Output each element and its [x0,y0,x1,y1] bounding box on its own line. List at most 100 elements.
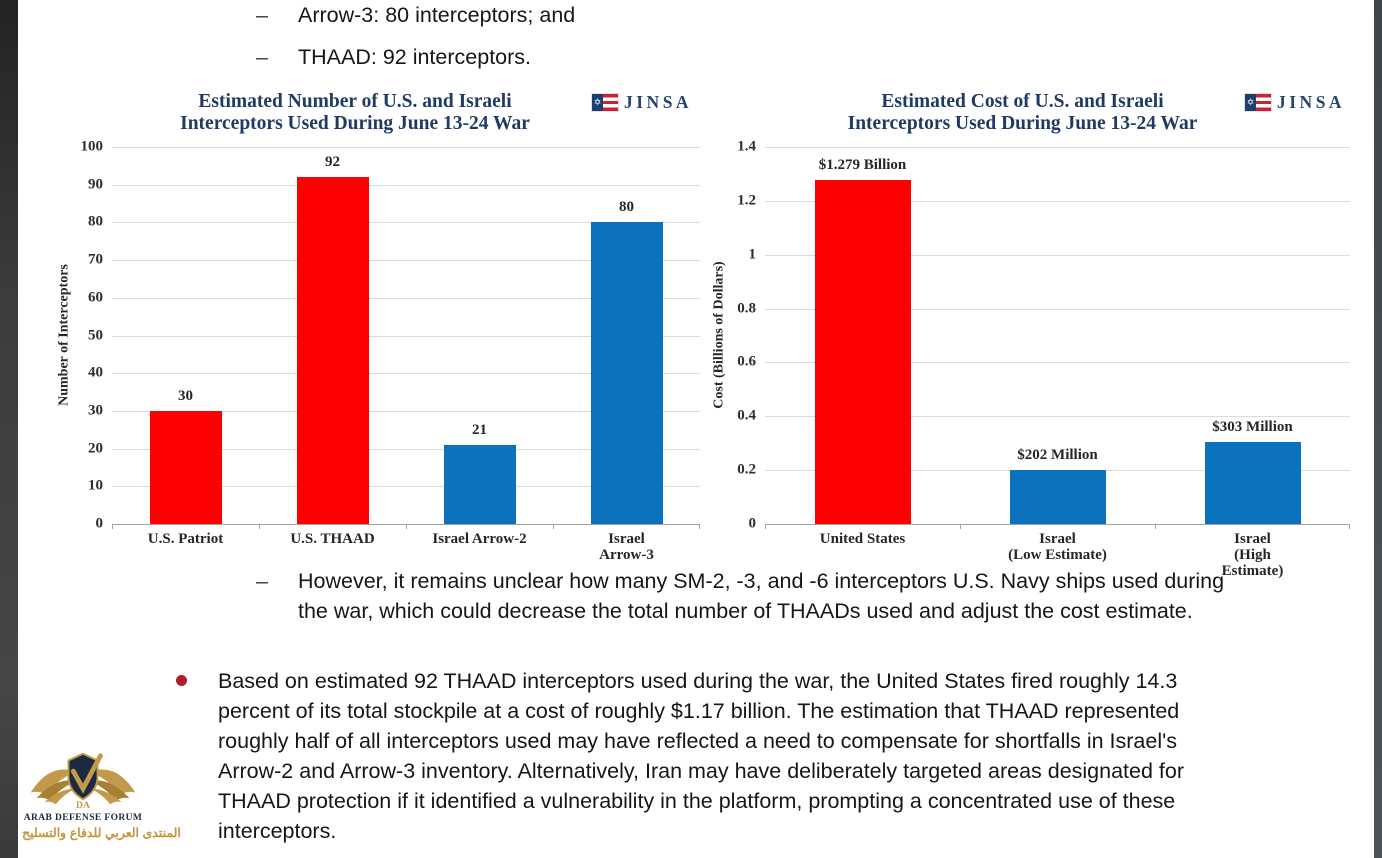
y-tick-label: 30 [88,402,103,419]
y-tick-label: 90 [88,176,103,193]
y-tick-label: 10 [88,477,103,494]
y-tick-label: 1.4 [737,138,756,155]
bar-israel-arrow-2 [444,445,516,524]
bar-israel [1010,470,1106,524]
dash-bullet-marker: – [256,569,268,593]
x-category-label: U.S. Patriot [147,531,224,547]
jinsa-logo: ✡ JINSA [1245,92,1345,113]
gridline [112,335,700,337]
bullet-text: Arrow-3: 80 interceptors; and [298,3,576,27]
gridline [765,308,1350,310]
gridline [765,147,1350,148]
gridline [112,448,700,450]
star-of-david-icon: ✡ [592,94,603,111]
y-tick-label: 0.4 [737,407,756,424]
y-tick-label: 100 [80,138,104,155]
x-axis-tick [406,524,407,529]
x-axis-tick [699,524,700,529]
main-bullet-paragraph: Based on estimated 92 THAAD interceptors… [176,666,1242,846]
x-axis-tick [553,524,554,529]
red-bullet-marker [176,666,218,846]
plot-area: 0 10 20 30 40 50 60 70 80 90 100 30 U.S. Patriot 92 U.… [81,139,700,563]
gridline [765,416,1350,418]
y-tick-label: 60 [88,289,103,306]
y-tick-label: 0 [748,515,757,532]
star-of-david-icon: ✡ [1245,94,1256,111]
y-tick-label: 50 [88,327,103,343]
dash-bullet-marker: – [256,45,268,69]
x-category-label: United States [819,531,906,547]
gridline [765,200,1350,202]
y-axis-label: Number of Interceptors [56,264,71,406]
viewer-right-edge [1374,0,1382,858]
x-axis-tick [1155,524,1156,529]
jinsa-logo: ✡ JINSA [592,92,692,113]
list-item: – Arrow-3: 80 interceptors; and [256,3,575,27]
bar-u-s-thaad [297,177,369,524]
y-tick-label: 0 [95,515,104,532]
y-tick-label: 1.2 [737,192,756,209]
bar-value-label: 21 [472,422,487,438]
bar-value-label: $1.279 Billion [818,157,907,173]
bar-value-label: 92 [325,154,340,170]
jinsa-wordmark: JINSA [624,92,693,112]
gridline [112,297,700,299]
gridline [112,260,700,262]
gridline [112,373,700,375]
bar-value-label: 80 [619,199,634,215]
x-axis-tick [765,524,766,529]
bullet-text: THAAD: 92 interceptors. [298,45,532,69]
x-axis-tick [960,524,961,529]
y-tick-label: 40 [88,364,103,381]
arab-defense-forum-watermark: DA ARAB DEFENSE FORUM المنتدى العربي للد… [22,746,181,840]
watermark-name: ARAB DEFENSE FORUM [23,813,143,823]
y-tick-label: 70 [88,251,103,268]
x-category-label: Israel Arrow-2 [432,531,527,547]
x-axis-tick [112,524,113,529]
gridline [765,362,1350,364]
gridline [765,254,1350,256]
winged-shield-icon: DA [30,752,136,811]
x-category-label: U.S. THAAD [290,531,375,547]
paragraph-text: Based on estimated 92 THAAD interceptors… [218,669,1185,843]
jinsa-wordmark: JINSA [1277,92,1346,112]
chart-title: Estimated Number of U.S. and Israeli Int… [180,91,530,134]
x-category-label: Israel (High Estimate) [1221,531,1284,579]
bar-israel-arrow-3 [591,222,663,524]
plot-area: 0 0.2 0.4 0.6 0.8 1 1.2 1.4 $1.279 Billion United… [737,139,1350,579]
x-axis-tick [259,524,260,529]
watermark-arabic-name: المنتدى العربي للدفاع والتسليح [22,826,181,840]
y-axis-label: Cost (Billions of Dollars) [711,261,726,409]
y-tick-label: 80 [88,213,103,230]
chart-title: Estimated Cost of U.S. and Israeli Inter… [847,91,1198,134]
bar-israel [1205,442,1301,524]
y-tick-label: 1 [748,246,757,263]
x-category-label: Israel Arrow-3 [599,531,654,563]
gridline [112,184,700,186]
viewer-left-edge [0,0,18,858]
gridline [112,486,700,488]
bar-value-label: $303 Million [1212,419,1293,435]
x-category-label: Israel (Low Estimate) [1008,531,1107,563]
jinsa-flag-icon: ✡ [592,94,618,111]
y-tick-label: 20 [88,440,103,457]
x-axis-tick [1349,524,1350,529]
gridline [112,222,700,224]
gridline [112,410,700,412]
y-tick-label: 0.2 [737,461,756,478]
y-tick-label: 0.6 [737,353,756,370]
sub-bullet-paragraph: – However, it remains unclear how many S… [256,566,1241,626]
da-initials: DA [76,800,90,810]
interceptor-cost-chart: Estimated Cost of U.S. and Israeli Inter… [705,88,1355,579]
list-item: – THAAD: 92 interceptors. [256,45,575,69]
bullet-dot-icon [176,675,187,686]
paragraph-text: However, it remains unclear how many SM-… [298,569,1225,623]
flag-stripes [603,94,618,111]
bar-value-label: 30 [178,388,193,404]
flag-stripes [1256,94,1271,111]
bar-u-s-patriot [150,411,222,524]
bar-united-states [815,180,911,524]
interceptor-count-chart: Estimated Number of U.S. and Israeli Int… [25,88,705,566]
top-bullet-list: – Arrow-3: 80 interceptors; and – THAAD:… [256,3,575,87]
jinsa-flag-icon: ✡ [1245,94,1271,111]
